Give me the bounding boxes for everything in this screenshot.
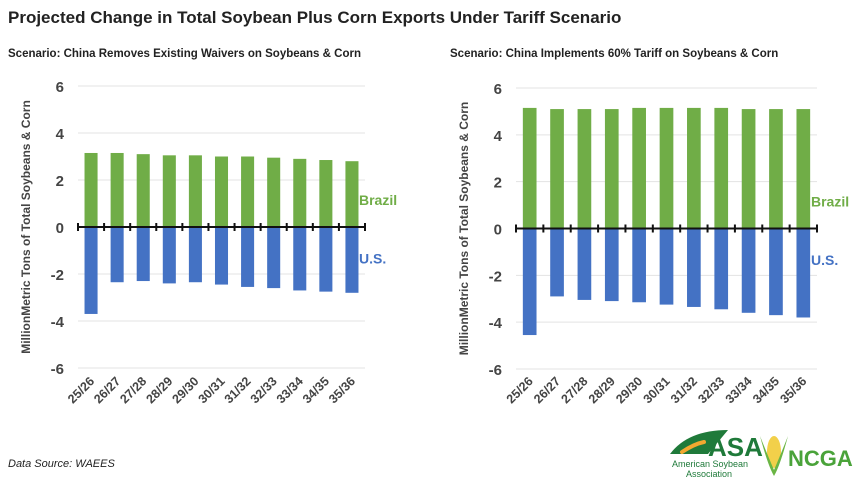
right-x-tick-label: 26/27 (531, 374, 563, 406)
left-bar-us (110, 227, 124, 283)
right-bar-brazil (550, 109, 564, 229)
right-x-tick-label: 30/31 (641, 374, 673, 406)
left-bar-brazil (267, 157, 281, 227)
right-y-tick-label: -2 (489, 268, 502, 285)
right-x-tick-label: 31/32 (668, 374, 700, 406)
left-series-label-brazil: Brazil (359, 192, 397, 208)
left-y-tick-label: -2 (51, 267, 64, 284)
left-y-tick-label: -4 (51, 314, 65, 331)
right-bar-us (632, 228, 646, 303)
left-y-tick-label: 4 (56, 126, 65, 143)
right-bar-brazil (577, 109, 592, 229)
left-bar-us (84, 227, 98, 314)
right-y-tick-label: 6 (494, 81, 502, 98)
left-x-tick-label: 28/29 (143, 374, 175, 406)
left-y-tick-label: 0 (56, 220, 64, 237)
svg-text:American Soybean: American Soybean (672, 459, 748, 469)
right-x-tick-label: 34/35 (750, 374, 782, 406)
right-bar-us (714, 228, 729, 310)
right-bar-us (687, 228, 701, 307)
logo-graphic: ASA American Soybean Association NCGA (670, 430, 853, 479)
left-x-tick-label: 32/33 (248, 374, 280, 406)
right-x-tick-label: 35/36 (777, 374, 809, 406)
svg-text:NCGA: NCGA (788, 446, 853, 471)
svg-text:ASA: ASA (708, 432, 763, 462)
left-series-label-us: U.S. (359, 251, 386, 267)
left-bar-brazil (241, 156, 255, 227)
right-bar-brazil (796, 109, 811, 229)
right-y-tick-label: -6 (489, 362, 502, 379)
right-bar-brazil (741, 109, 756, 229)
left-x-tick-label: 29/30 (170, 374, 202, 406)
right-bar-us (741, 228, 756, 313)
left-x-tick-label: 26/27 (91, 374, 123, 406)
left-bar-brazil (110, 152, 124, 227)
left-y-tick-label: 6 (56, 79, 64, 96)
right-bar-us (577, 228, 592, 300)
left-y-tick-label: 2 (56, 173, 64, 190)
left-y-tick-label: -6 (51, 361, 64, 378)
right-bar-brazil (714, 107, 729, 229)
right-y-tick-label: 4 (494, 128, 503, 145)
right-y-tick-label: 2 (494, 175, 502, 192)
right-bar-us (769, 228, 783, 316)
right-y-axis-title: MillionMetric Tons of Total Soybeans & C… (457, 102, 471, 356)
right-bar-us (604, 228, 619, 302)
left-x-tick-label: 27/28 (117, 374, 149, 406)
right-series-label-brazil: Brazil (811, 193, 849, 209)
right-x-tick-label: 28/29 (586, 374, 618, 406)
left-x-tick-label: 34/35 (300, 374, 332, 406)
left-bar-us (136, 227, 150, 282)
right-x-tick-label: 27/28 (559, 374, 591, 406)
left-bar-brazil (214, 156, 229, 227)
left-x-tick-label: 33/34 (274, 374, 306, 406)
left-bar-brazil (293, 158, 307, 227)
left-bar-us (319, 227, 333, 292)
left-bar-us (241, 227, 255, 287)
left-y-axis-title: MillionMetric Tons of Total Soybeans & C… (19, 100, 33, 354)
right-bar-us (550, 228, 564, 297)
right-bar-brazil (659, 107, 674, 229)
right-chart-title: Scenario: China Implements 60% Tariff on… (450, 48, 779, 60)
right-bar-us (522, 228, 537, 336)
left-x-tick-label: 25/26 (65, 374, 97, 406)
svg-text:Association: Association (686, 469, 732, 479)
right-bar-brazil (604, 109, 619, 229)
right-x-tick-label: 33/34 (723, 374, 755, 406)
right-bar-us (659, 228, 674, 305)
left-x-tick-label: 35/36 (326, 374, 358, 406)
right-y-tick-label: 0 (494, 222, 502, 239)
left-bar-us (345, 227, 359, 293)
right-bar-brazil (632, 107, 646, 229)
right-x-tick-label: 29/30 (613, 374, 645, 406)
left-bar-us (267, 227, 281, 289)
left-bar-us (214, 227, 229, 285)
left-x-tick-label: 31/32 (222, 374, 254, 406)
right-y-tick-label: -4 (489, 315, 503, 332)
left-bar-brazil (188, 155, 202, 227)
page-title: Projected Change in Total Soybean Plus C… (8, 8, 622, 27)
left-bar-us (162, 227, 176, 284)
left-bar-brazil (162, 155, 176, 227)
left-bar-brazil (84, 152, 98, 227)
left-chart-title: Scenario: China Removes Existing Waivers… (8, 48, 361, 60)
left-x-tick-label: 30/31 (196, 374, 228, 406)
data-source: Data Source: WAEES (8, 458, 115, 470)
left-bar-us (293, 227, 307, 291)
left-bar-brazil (319, 160, 333, 227)
right-series-label-us: U.S. (811, 252, 838, 268)
asa-ncga-logo: ASA American Soybean Association NCGA (668, 426, 858, 480)
left-bar-brazil (136, 154, 150, 227)
right-x-tick-label: 25/26 (504, 374, 536, 406)
right-bar-brazil (769, 109, 783, 229)
right-bar-brazil (522, 107, 537, 229)
right-bar-brazil (687, 107, 701, 229)
right-bar-us (796, 228, 811, 318)
right-x-tick-label: 32/33 (695, 374, 727, 406)
left-bar-brazil (345, 161, 359, 227)
left-bar-us (188, 227, 202, 283)
